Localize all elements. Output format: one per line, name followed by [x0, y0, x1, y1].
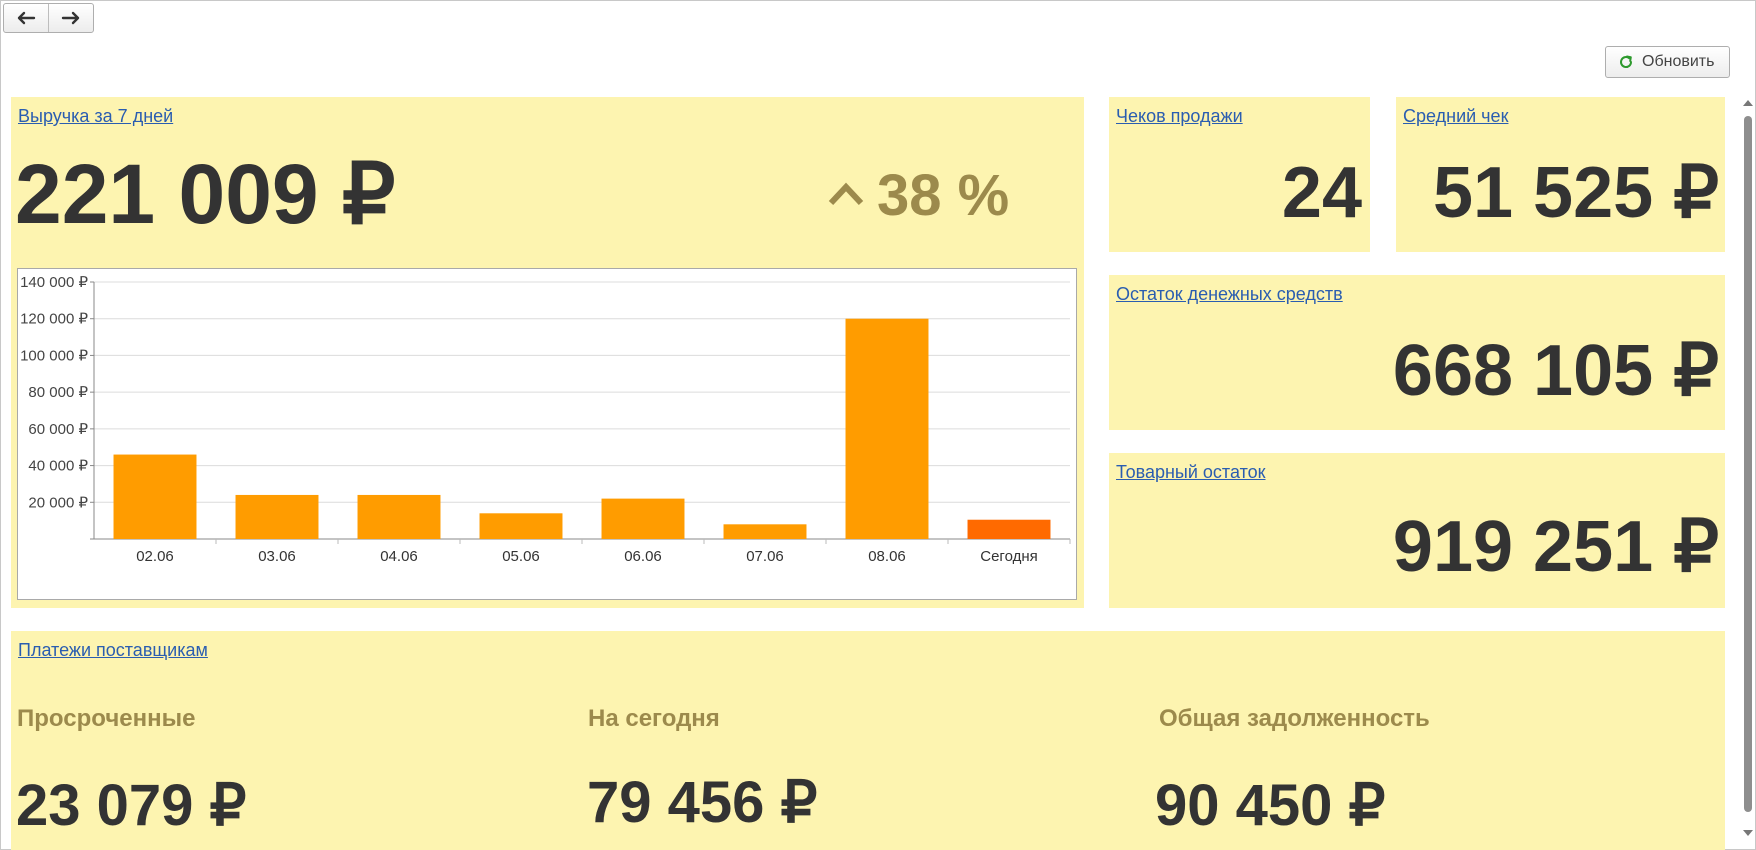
bar-02.06[interactable]: [113, 454, 197, 539]
refresh-label: Обновить: [1642, 53, 1715, 70]
x-tick-label: 05.06: [502, 548, 540, 565]
y-tick-label: 100 000 ₽: [20, 347, 88, 364]
checks-panel: Чеков продажи 24: [1109, 97, 1370, 252]
x-tick-label: 02.06: [136, 548, 174, 565]
total-debt-value: 90 450 ₽: [1155, 773, 1386, 838]
x-tick-label: 03.06: [258, 548, 296, 565]
navigation-buttons: [3, 3, 94, 33]
bar-04.06[interactable]: [357, 494, 441, 539]
x-tick-label: 08.06: [868, 548, 906, 565]
scrollbar-thumb[interactable]: [1744, 116, 1752, 812]
revenue-chart: 20 000 ₽ 40 000 ₽ 60 000 ₽ 80 000 ₽ 100 000 …: [17, 268, 1077, 600]
bar-05.06[interactable]: [479, 513, 563, 539]
checks-title-link[interactable]: Чеков продажи: [1116, 106, 1243, 126]
cash-title-link[interactable]: Остаток денежных средств: [1116, 284, 1343, 304]
vertical-scrollbar[interactable]: [1741, 96, 1755, 838]
scroll-down-arrow[interactable]: [1743, 830, 1753, 836]
y-tick-label: 140 000 ₽: [20, 274, 88, 291]
revenue-title-link[interactable]: Выручка за 7 дней: [18, 106, 174, 126]
y-tick-label: 80 000 ₽: [28, 384, 88, 401]
bar-07.06[interactable]: [723, 524, 807, 539]
bar-08.06[interactable]: [845, 318, 929, 539]
avg-check-panel: Средний чек 51 525 ₽: [1396, 97, 1725, 252]
today-label: На сегодня: [588, 705, 720, 732]
revenue-change: 38 %: [877, 163, 1010, 228]
stock-title-link[interactable]: Товарный остаток: [1116, 462, 1266, 482]
cash-value: 668 105 ₽: [1392, 331, 1719, 411]
y-tick-label: 20 000 ₽: [28, 494, 88, 511]
stock-panel: Товарный остаток 919 251 ₽: [1109, 453, 1725, 608]
overdue-value: 23 079 ₽: [16, 773, 247, 838]
payments-title-link[interactable]: Платежи поставщикам: [18, 640, 208, 660]
x-tick-label: Сегодня: [980, 548, 1038, 565]
stock-value: 919 251 ₽: [1392, 507, 1719, 587]
x-tick-label: 06.06: [624, 548, 662, 565]
x-tick-label: 04.06: [380, 548, 418, 565]
bar-03.06[interactable]: [235, 494, 319, 539]
refresh-button[interactable]: Обновить: [1605, 46, 1730, 78]
y-tick-label: 120 000 ₽: [20, 311, 88, 328]
revenue-bar-chart: 20 000 ₽ 40 000 ₽ 60 000 ₽ 80 000 ₽ 100 000 …: [20, 274, 1071, 565]
avg-check-value: 51 525 ₽: [1432, 153, 1719, 233]
bar-06.06[interactable]: [601, 498, 685, 539]
refresh-icon: [1620, 55, 1633, 68]
bar-Сегодня[interactable]: [967, 519, 1051, 539]
total-debt-label: Общая задолженность: [1159, 705, 1430, 732]
avg-check-title-link[interactable]: Средний чек: [1403, 106, 1509, 126]
back-button[interactable]: [4, 4, 48, 32]
chevron-up-icon: [828, 182, 864, 206]
scroll-up-arrow[interactable]: [1743, 100, 1753, 106]
y-tick-label: 60 000 ₽: [28, 421, 88, 438]
arrow-right-icon: [61, 11, 80, 25]
revenue-value: 221 009 ₽: [15, 147, 396, 241]
revenue-panel: Выручка за 7 дней 221 009 ₽ 38 % 20 000 …: [11, 97, 1084, 608]
payments-panel: Платежи поставщикам Просроченные 23 079 …: [11, 631, 1725, 850]
overdue-label: Просроченные: [17, 705, 196, 732]
today-value: 79 456 ₽: [587, 770, 818, 835]
arrow-left-icon: [17, 11, 36, 25]
forward-button[interactable]: [48, 4, 93, 32]
cash-panel: Остаток денежных средств 668 105 ₽: [1109, 275, 1725, 430]
checks-value: 24: [1281, 153, 1362, 233]
y-tick-label: 40 000 ₽: [28, 458, 88, 475]
x-tick-label: 07.06: [746, 548, 784, 565]
